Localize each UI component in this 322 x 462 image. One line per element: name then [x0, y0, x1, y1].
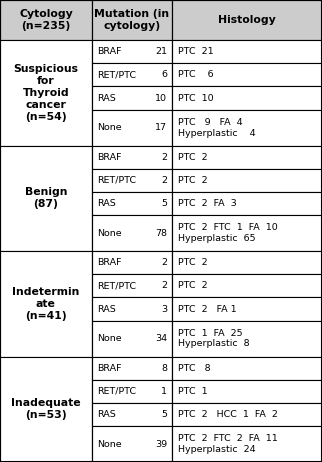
- Bar: [92, 63, 172, 86]
- Bar: [92, 192, 172, 215]
- Bar: [92, 40, 172, 63]
- Text: BRAF: BRAF: [97, 258, 121, 267]
- Text: None: None: [97, 439, 121, 449]
- Text: PTC   8: PTC 8: [178, 364, 211, 373]
- Bar: [92, 357, 172, 380]
- Bar: [92, 298, 172, 321]
- Text: 5: 5: [161, 199, 167, 208]
- Bar: [172, 215, 322, 251]
- Bar: [172, 146, 322, 169]
- Text: BRAF: BRAF: [97, 47, 121, 56]
- Bar: [92, 215, 172, 251]
- Text: RAS: RAS: [97, 94, 116, 103]
- Bar: [0, 146, 92, 251]
- Text: PTC    6: PTC 6: [178, 70, 214, 79]
- Text: RAS: RAS: [97, 410, 116, 419]
- Bar: [172, 63, 322, 86]
- Text: BRAF: BRAF: [97, 364, 121, 373]
- Text: PTC  2   FA 1: PTC 2 FA 1: [178, 304, 237, 314]
- Text: 17: 17: [155, 123, 167, 132]
- Text: PTC  21: PTC 21: [178, 47, 214, 56]
- Bar: [172, 109, 322, 146]
- Bar: [0, 0, 92, 40]
- Bar: [92, 0, 172, 40]
- Text: 2: 2: [161, 281, 167, 290]
- Text: 8: 8: [161, 364, 167, 373]
- Bar: [172, 251, 322, 274]
- Bar: [92, 426, 172, 462]
- Text: RET/PTC: RET/PTC: [97, 387, 136, 396]
- Text: 34: 34: [155, 334, 167, 343]
- Text: RET/PTC: RET/PTC: [97, 176, 136, 185]
- Bar: [172, 298, 322, 321]
- Bar: [172, 169, 322, 192]
- Text: PTC  2: PTC 2: [178, 152, 208, 162]
- Text: 5: 5: [161, 410, 167, 419]
- Text: 39: 39: [155, 439, 167, 449]
- Bar: [0, 251, 92, 357]
- Text: RAS: RAS: [97, 304, 116, 314]
- Bar: [92, 146, 172, 169]
- Text: 2: 2: [161, 176, 167, 185]
- Bar: [92, 251, 172, 274]
- Text: 78: 78: [155, 229, 167, 237]
- Text: PTC  2   HCC  1  FA  2: PTC 2 HCC 1 FA 2: [178, 410, 278, 419]
- Bar: [172, 40, 322, 63]
- Text: 3: 3: [161, 304, 167, 314]
- Text: RET/PTC: RET/PTC: [97, 70, 136, 79]
- Text: PTC  2: PTC 2: [178, 281, 208, 290]
- Text: Benign
(87): Benign (87): [25, 187, 67, 209]
- Bar: [0, 40, 92, 146]
- Bar: [92, 169, 172, 192]
- Text: 1: 1: [161, 387, 167, 396]
- Bar: [172, 192, 322, 215]
- Bar: [92, 109, 172, 146]
- Text: PTC  1  FA  25
Hyperplastic  8: PTC 1 FA 25 Hyperplastic 8: [178, 329, 250, 348]
- Text: 2: 2: [161, 258, 167, 267]
- Text: 10: 10: [155, 94, 167, 103]
- Bar: [172, 86, 322, 109]
- Bar: [172, 321, 322, 357]
- Text: BRAF: BRAF: [97, 152, 121, 162]
- Text: None: None: [97, 229, 121, 237]
- Text: Mutation (in
cytology): Mutation (in cytology): [94, 9, 170, 31]
- Text: Histology: Histology: [218, 15, 276, 25]
- Text: RAS: RAS: [97, 199, 116, 208]
- Text: Cytology
(n=235): Cytology (n=235): [19, 9, 73, 31]
- Bar: [172, 403, 322, 426]
- Text: PTC  1: PTC 1: [178, 387, 208, 396]
- Text: PTC  2: PTC 2: [178, 258, 208, 267]
- Text: None: None: [97, 334, 121, 343]
- Bar: [92, 321, 172, 357]
- Text: PTC  2: PTC 2: [178, 176, 208, 185]
- Text: 21: 21: [155, 47, 167, 56]
- Bar: [92, 380, 172, 403]
- Text: PTC  2  FTC  2  FA  11
Hyperplastic  24: PTC 2 FTC 2 FA 11 Hyperplastic 24: [178, 434, 278, 454]
- Bar: [92, 86, 172, 109]
- Bar: [0, 357, 92, 462]
- Text: PTC  2  FA  3: PTC 2 FA 3: [178, 199, 237, 208]
- Bar: [172, 426, 322, 462]
- Text: Inadequate
(n=53): Inadequate (n=53): [11, 398, 81, 420]
- Text: Indetermin
ate
(n=41): Indetermin ate (n=41): [12, 287, 80, 321]
- Text: Suspicious
for
Thyroid
cancer
(n=54): Suspicious for Thyroid cancer (n=54): [14, 64, 78, 122]
- Bar: [172, 357, 322, 380]
- Text: RET/PTC: RET/PTC: [97, 281, 136, 290]
- Text: PTC  2  FTC  1  FA  10
Hyperplastic  65: PTC 2 FTC 1 FA 10 Hyperplastic 65: [178, 223, 278, 243]
- Bar: [92, 403, 172, 426]
- Text: 6: 6: [161, 70, 167, 79]
- Bar: [172, 380, 322, 403]
- Text: PTC   9   FA  4
Hyperplastic    4: PTC 9 FA 4 Hyperplastic 4: [178, 118, 256, 138]
- Bar: [172, 0, 322, 40]
- Bar: [172, 274, 322, 298]
- Text: 2: 2: [161, 152, 167, 162]
- Text: PTC  10: PTC 10: [178, 94, 214, 103]
- Bar: [92, 274, 172, 298]
- Text: None: None: [97, 123, 121, 132]
